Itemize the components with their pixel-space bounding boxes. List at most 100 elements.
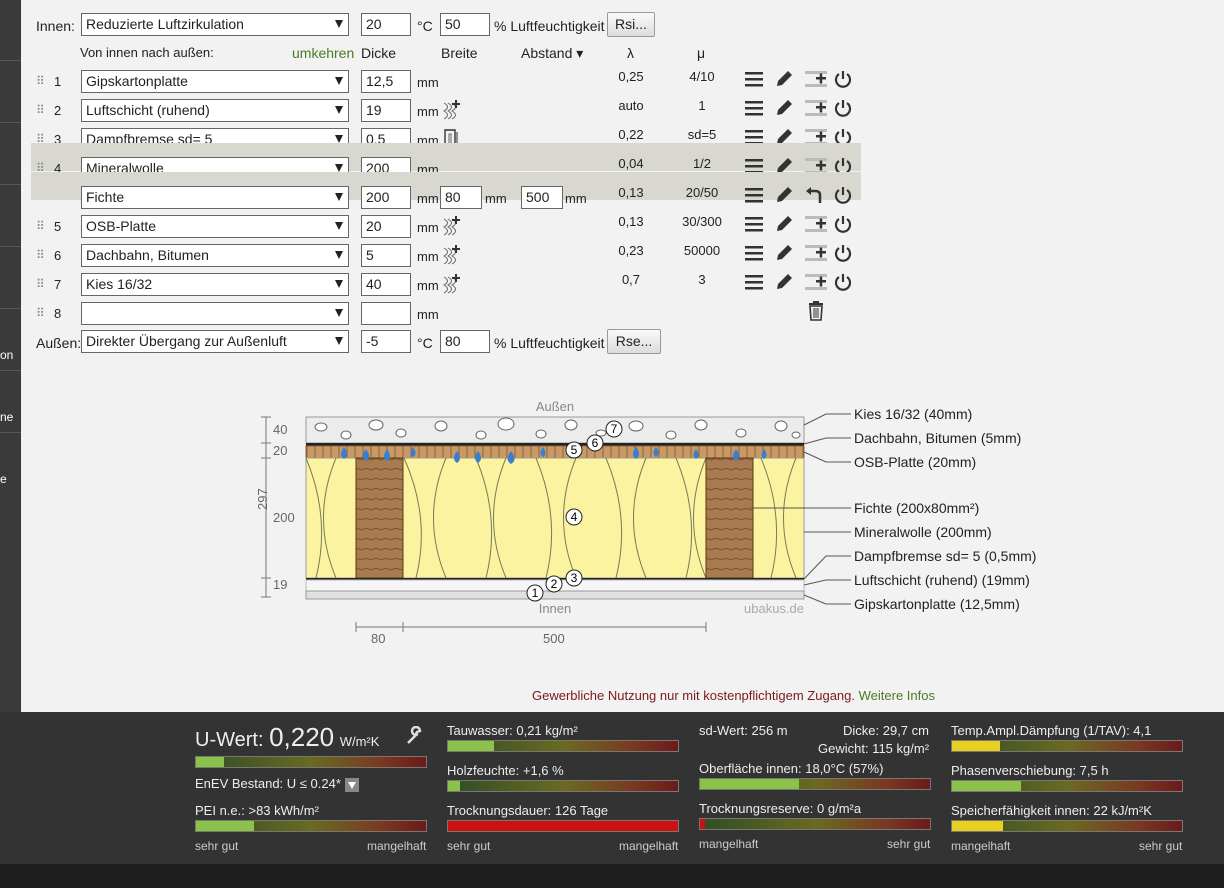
add-layer-icon[interactable] [804,243,827,265]
col-abstand[interactable]: Abstand ▾ [521,45,584,61]
rh-unit: % Luftfeuchtigkeit [494,18,605,34]
sidebar-divider [0,370,21,371]
drag-handle-icon[interactable]: ⠿ [36,248,45,262]
add-layer-icon[interactable] [804,214,827,236]
power-icon[interactable] [833,69,855,91]
col-lambda: λ [627,45,634,61]
chevron-down-icon[interactable] [344,777,359,792]
rse-button[interactable]: Rse... [607,329,661,354]
layer-material-select[interactable]: Dachbahn, Bitumen [81,244,349,267]
innen-rh-input[interactable]: 50 [440,13,490,36]
pencil-icon[interactable] [774,272,796,294]
inhomogeneous-section-icon[interactable] [442,273,465,295]
chevron-down-icon [335,309,343,317]
innen-climate-select[interactable]: Reduzierte Luftzirkulation [81,13,349,36]
layer-material-select[interactable]: Kies 16/32 [81,273,349,296]
order-label: Von innen nach außen: [80,45,214,60]
aussen-temp-input[interactable]: -5 [361,330,411,353]
layer-spacing-input[interactable]: 500 [521,186,563,209]
thickness-unit: mm [417,220,439,235]
menu-icon[interactable] [744,272,766,294]
layer-material-select[interactable]: Fichte [81,186,349,209]
add-layer-icon[interactable] [804,272,827,294]
layer-width-input[interactable]: 80 [440,186,482,209]
thickness-unit: mm [417,307,439,322]
drag-handle-icon[interactable]: ⠿ [36,219,45,233]
layer-thickness-input[interactable]: 5 [361,244,411,267]
layer-lambda: 0,25 [618,69,644,84]
pencil-icon[interactable] [774,69,796,91]
layer-thickness-input[interactable]: 40 [361,273,411,296]
aussen-rh-input[interactable]: 80 [440,330,490,353]
trocknungsdauer-label: Trocknungsdauer: 126 Tage [447,803,609,818]
wrench-icon[interactable] [405,726,425,746]
footer-strip [0,864,1224,888]
drag-handle-icon[interactable]: ⠿ [36,161,45,175]
reverse-link[interactable]: umkehren [292,45,355,61]
sidebar-divider [0,60,21,61]
trash-icon[interactable] [807,301,829,323]
pencil-icon[interactable] [774,243,796,265]
scale-good: sehr gut [447,839,491,853]
inhomogeneous-section-icon[interactable] [442,215,465,237]
layer-thickness-input[interactable] [361,302,411,325]
layer-material-select[interactable]: Gipskartonplatte [81,70,349,93]
drag-handle-icon[interactable]: ⠿ [36,74,45,88]
pencil-icon[interactable] [774,127,796,149]
innen-temp-input[interactable]: 20 [361,13,411,36]
drag-handle-icon[interactable]: ⠿ [36,306,45,320]
inhomogeneous-section-icon[interactable] [442,99,465,121]
marker-4: 4 [571,510,578,524]
thickness-unit: mm [417,75,439,90]
power-icon[interactable] [833,185,855,207]
layer-mu: 30/300 [682,214,722,229]
pencil-icon[interactable] [774,185,796,207]
layer-thickness-input[interactable]: 19 [361,99,411,122]
menu-icon[interactable] [744,243,766,265]
dim-19: 19 [273,577,287,592]
menu-icon[interactable] [744,185,766,207]
legend-leaders [751,413,851,605]
layer-material-select[interactable]: OSB-Platte [81,215,349,238]
uwert-value: 0,220 [269,722,335,752]
sidebar-item-text[interactable]: on [0,348,14,362]
menu-icon[interactable] [744,98,766,120]
sidebar-item-text[interactable]: ne [0,410,14,424]
phase-label: Phasenverschiebung: 7,5 h [951,763,1109,778]
oberflaeche-bar [699,778,931,790]
drag-handle-icon[interactable]: ⠿ [36,277,45,291]
power-icon[interactable] [833,214,855,236]
aussen-climate-select[interactable]: Direkter Übergang zur Außenluft [81,330,349,353]
more-info-link[interactable]: Weitere Infos [858,688,935,703]
drag-handle-icon[interactable]: ⠿ [36,132,45,146]
main-panel: Innen: Reduzierte Luftzirkulation 20 °C … [21,0,1224,712]
layer-material-select[interactable] [81,302,349,325]
sidebar-item-text[interactable]: e [0,472,7,486]
dim-40: 40 [273,422,287,437]
legend-item: Dampfbremse sd= 5 (0,5mm) [854,548,1036,564]
power-icon[interactable] [833,272,855,294]
pencil-icon[interactable] [774,98,796,120]
layer-mu: 3 [698,272,706,287]
power-icon[interactable] [833,243,855,265]
drag-handle-icon[interactable]: ⠿ [36,103,45,117]
legend-item: Kies 16/32 (40mm) [854,406,972,422]
rsi-button[interactable]: Rsi... [607,12,655,37]
rh-unit: % Luftfeuchtigkeit [494,335,605,351]
layer-thickness-input[interactable]: 20 [361,215,411,238]
layer-material-select[interactable]: Luftschicht (ruhend) [81,99,349,122]
undo-icon[interactable] [804,185,826,207]
add-layer-icon[interactable] [804,98,827,120]
layer-number: 6 [54,248,62,263]
layer-thickness-input[interactable]: 12,5 [361,70,411,93]
power-icon[interactable] [833,98,855,120]
layer-number: 8 [54,306,62,321]
menu-icon[interactable] [744,214,766,236]
pencil-icon[interactable] [774,214,796,236]
chevron-down-icon [335,193,343,201]
pencil-icon[interactable] [774,156,796,178]
inhomogeneous-section-icon[interactable] [442,244,465,266]
add-layer-icon[interactable] [804,69,827,91]
menu-icon[interactable] [744,69,766,91]
layer-thickness-input[interactable]: 200 [361,186,411,209]
